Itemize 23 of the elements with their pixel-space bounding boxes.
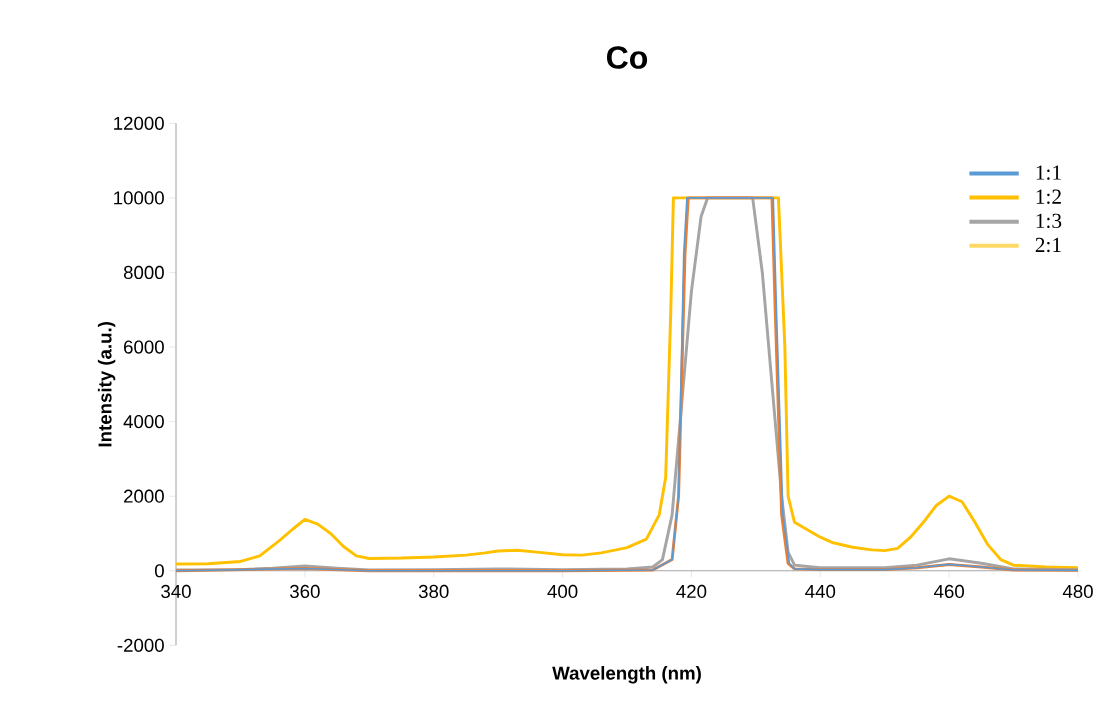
legend-label: 2:1 xyxy=(1035,237,1061,253)
y-tick-label: 2000 xyxy=(124,489,164,503)
y-tick-label: 4000 xyxy=(123,414,164,429)
y-tick-label: 6000 xyxy=(124,340,164,354)
y-tick-label: 0 xyxy=(154,563,164,578)
legend-label: 1:1 xyxy=(1036,165,1061,180)
y-tick-label: 10000 xyxy=(114,191,164,205)
x-tick-label: 380 xyxy=(418,584,449,598)
y-tick-label: 12000 xyxy=(114,116,164,130)
legend-label: 1:2 xyxy=(1036,189,1061,204)
x-tick-label: 400 xyxy=(547,584,578,598)
x-tick-label: 480 xyxy=(1062,584,1093,598)
x-tick-label: 420 xyxy=(676,584,707,598)
y-axis-title: Intensity (a.u.) xyxy=(97,321,116,447)
x-tick-label: 440 xyxy=(805,584,836,598)
legend-label: 1:3 xyxy=(1036,213,1062,228)
y-tick-label: 8000 xyxy=(123,265,164,279)
x-tick-label: 340 xyxy=(161,584,191,598)
x-tick-label: 360 xyxy=(290,584,320,598)
x-tick-label: 460 xyxy=(934,584,964,598)
chart-title: Co xyxy=(607,46,648,69)
x-axis-title: Wavelength (nm) xyxy=(552,665,701,684)
y-tick-label: -2000 xyxy=(117,638,164,652)
